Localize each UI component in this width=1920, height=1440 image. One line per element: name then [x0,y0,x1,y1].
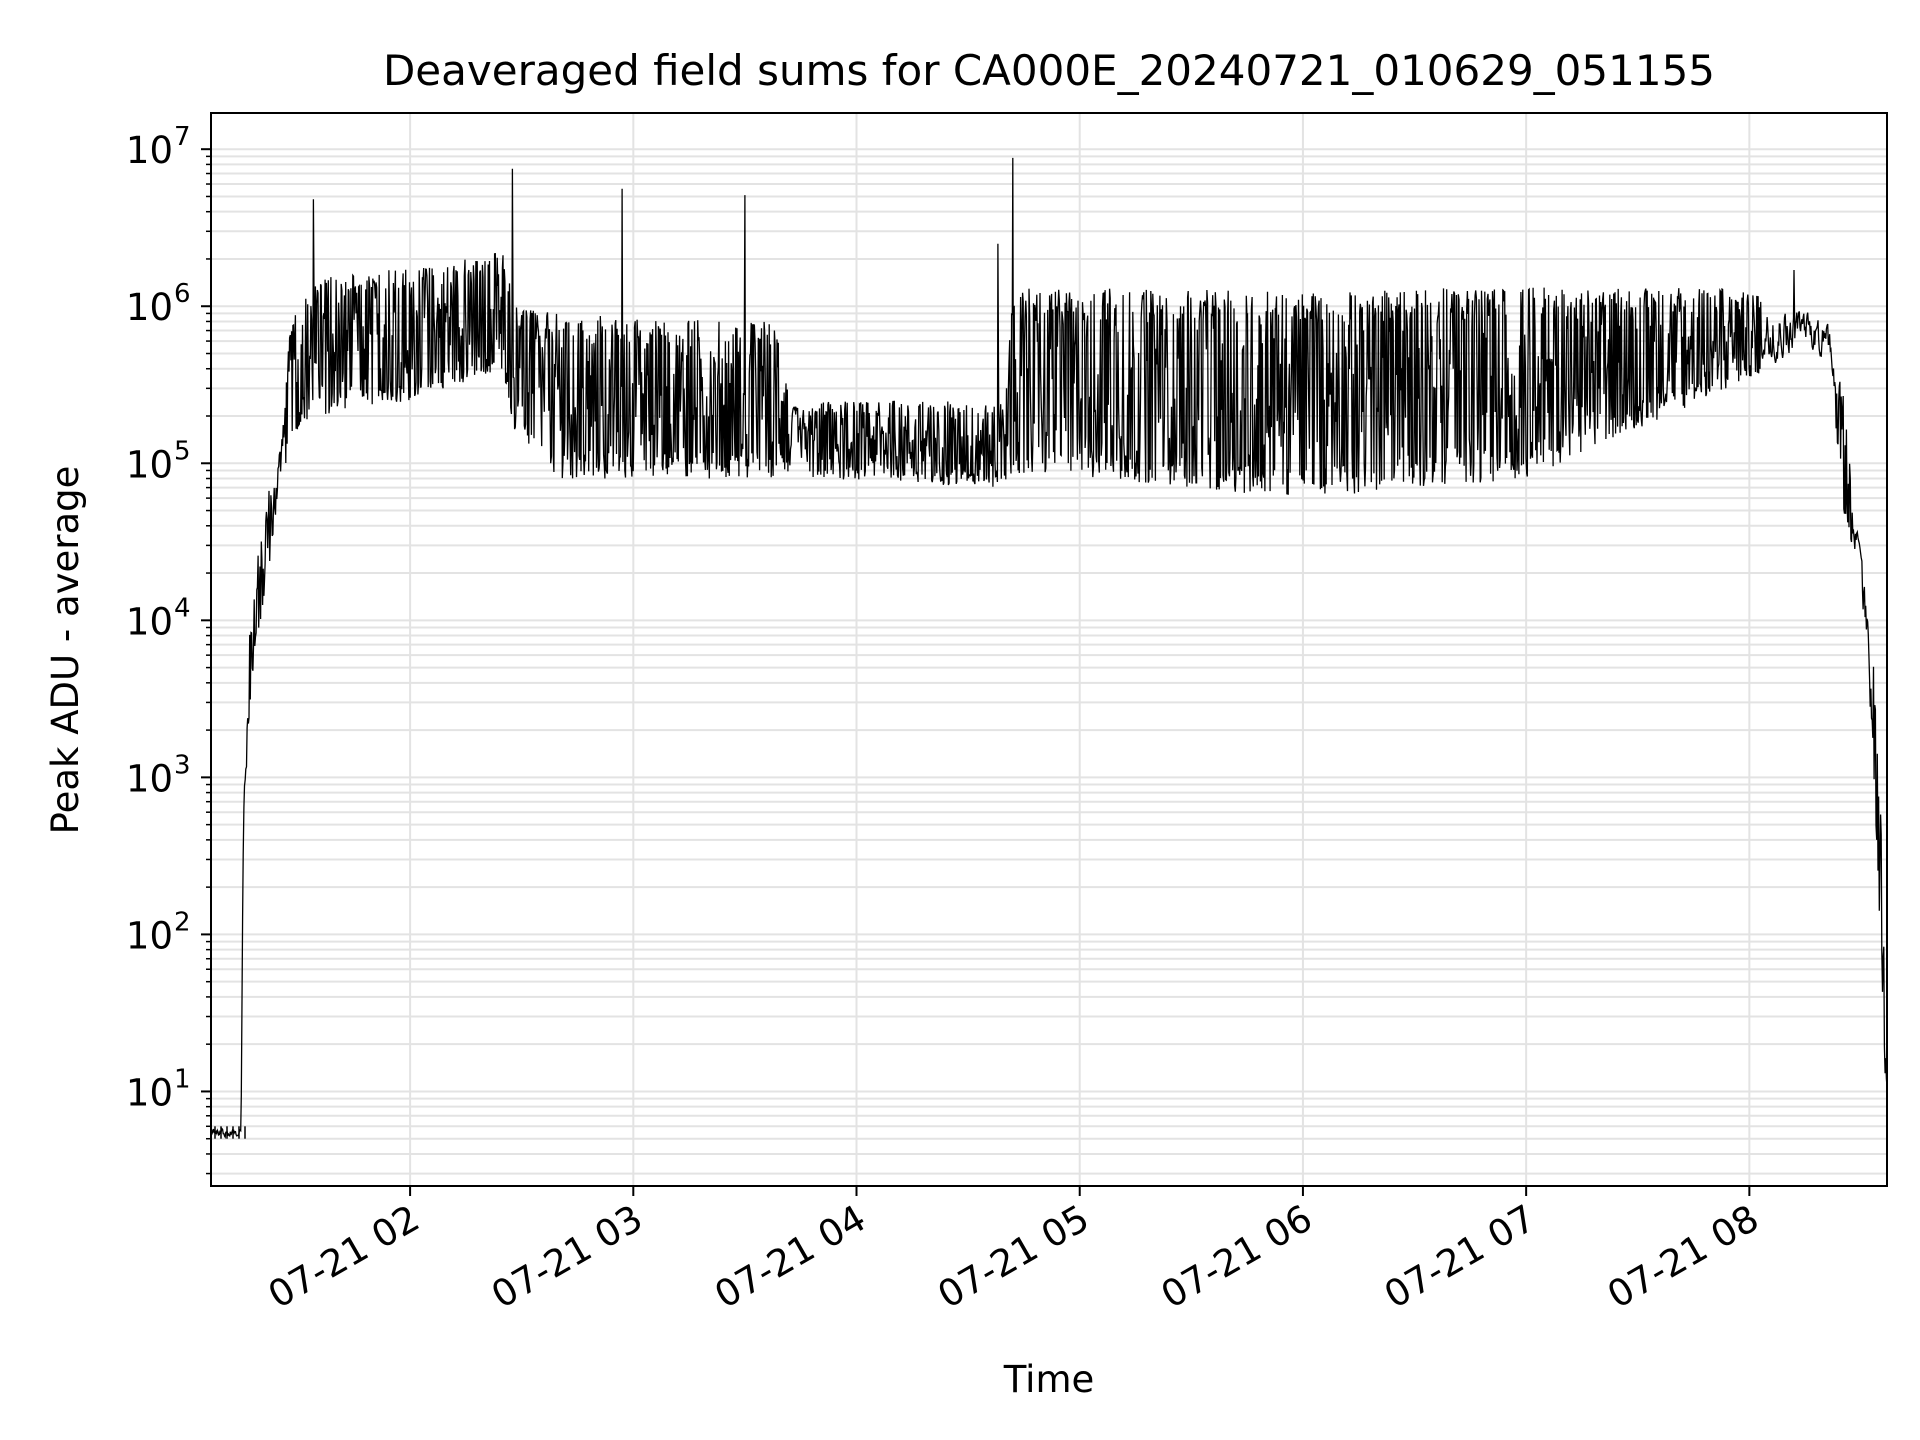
plot-frame [210,112,1888,1187]
y-tick-label: 10 [126,443,173,486]
y-tick-label-exponent: 2 [174,907,191,937]
y-tick-label: 10 [126,757,173,800]
y-tick-label-exponent: 6 [174,279,191,309]
y-tick-label: 10 [126,600,173,643]
y-axis-label: Peak ADU - average [44,466,87,835]
y-tick-label-exponent: 4 [174,593,191,623]
y-tick-label-exponent: 3 [174,750,191,780]
series-line [210,157,1888,1139]
y-tick-label: 10 [126,129,173,172]
y-tick-label: 10 [126,1071,173,1114]
x-axis-label: Time [1003,1358,1095,1401]
chart-title: Deaveraged field sums for CA000E_2024072… [383,46,1715,95]
y-tick-label-exponent: 1 [174,1064,191,1094]
data-series [210,157,1888,1139]
y-tick-label-exponent: 5 [174,436,191,466]
y-tick-label: 10 [126,914,173,957]
y-tick-label-exponent: 7 [174,122,191,152]
y-tick-label: 10 [126,286,173,329]
